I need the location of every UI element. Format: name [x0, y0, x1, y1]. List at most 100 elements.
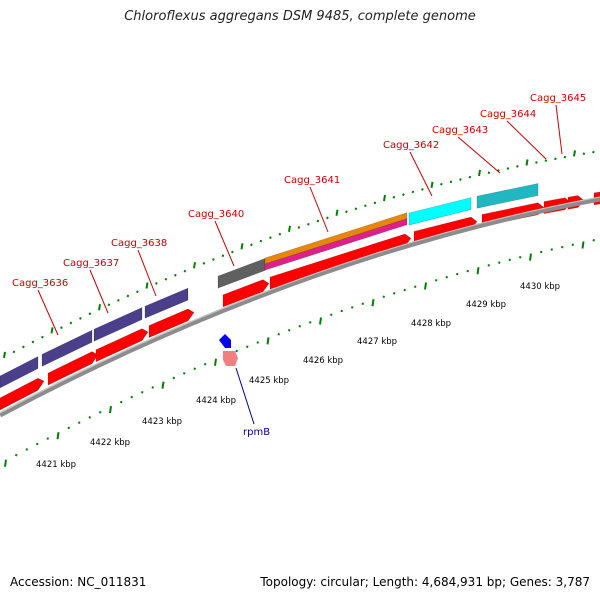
inner-tick — [445, 275, 448, 279]
cds-arrow[interactable] — [47, 351, 99, 386]
outer-tick — [278, 232, 282, 236]
forward-cds-ring[interactable] — [0, 191, 600, 411]
outer-tick — [354, 207, 358, 211]
cog-block[interactable] — [0, 355, 39, 389]
outer-tick — [98, 304, 101, 311]
genome-backbone — [0, 196, 600, 418]
outer-tick — [193, 262, 196, 269]
outer-tick — [383, 194, 386, 202]
kbp-label-layer: 4421 kbp 4422 kbp 4423 kbp 4424 kbp 4425 kbp… — [36, 282, 560, 470]
outer-tick — [41, 335, 44, 339]
outer-tick — [449, 180, 453, 184]
cog-block[interactable] — [93, 307, 143, 342]
inner-tick — [36, 442, 39, 446]
kbp-label: 4422 kbp — [90, 438, 130, 448]
outer-tick — [411, 190, 415, 194]
cds-arrow[interactable] — [269, 233, 412, 290]
gene-label[interactable]: Cagg_3641 — [284, 175, 340, 186]
outer-tick — [316, 219, 320, 223]
gene-label[interactable]: Cagg_3636 — [12, 278, 68, 289]
inner-tick — [183, 372, 186, 375]
kbp-label: 4429 kbp — [466, 300, 506, 310]
inner-tick — [266, 337, 270, 345]
inner-tick — [56, 432, 60, 440]
inner-tick — [330, 313, 333, 316]
rpmB-rna-marker[interactable] — [223, 351, 238, 366]
cog-block-magenta[interactable] — [264, 218, 408, 271]
outer-tick — [525, 159, 529, 166]
cog-block[interactable] — [217, 258, 266, 289]
rpmB-gene-arrow[interactable] — [219, 334, 231, 348]
inner-tick — [456, 272, 459, 276]
outer-tick — [3, 351, 6, 359]
outer-tick — [392, 195, 396, 199]
inner-tick — [487, 264, 490, 267]
map-title: Chloroflexus aggregans DSM 9485, complet… — [124, 9, 476, 24]
inner-tick — [351, 306, 354, 309]
inner-tick — [88, 416, 91, 419]
outer-tick — [183, 269, 187, 273]
inner-tick — [309, 321, 312, 324]
outer-tick — [364, 204, 367, 208]
inner-tick — [498, 261, 501, 264]
outer-tick — [221, 254, 225, 258]
inner-tick — [25, 448, 28, 451]
gene-label[interactable]: Cagg_3640 — [188, 209, 244, 220]
inner-tick — [529, 253, 532, 261]
gene-label[interactable]: Cagg_3638 — [111, 238, 167, 249]
cog-block[interactable] — [476, 183, 539, 209]
inner-tick — [393, 292, 396, 295]
outer-tick — [117, 299, 120, 302]
gene-label-connector — [309, 186, 329, 233]
genome-backbone-highlight — [0, 196, 600, 414]
kbp-label: 4428 kbp — [411, 319, 451, 329]
cog-block[interactable] — [41, 329, 93, 367]
inner-tick — [340, 309, 343, 313]
inner-tick — [15, 453, 18, 457]
inner-tick — [141, 391, 144, 394]
cog-block[interactable] — [144, 287, 189, 319]
outer-tick — [60, 326, 63, 329]
outer-tick — [326, 216, 329, 220]
outer-tick — [240, 243, 244, 250]
outer-tick — [31, 340, 35, 344]
inner-tick — [151, 386, 154, 389]
outer-tick — [136, 290, 139, 294]
gene-label-connector — [409, 151, 433, 197]
kbp-label: 4424 kbp — [196, 396, 236, 406]
inner-tick — [519, 255, 522, 259]
inner-tick — [476, 267, 480, 275]
inner-tick — [235, 349, 238, 353]
gene-label-layer: Cagg_3636 Cagg_3637 Cagg_3638 Cagg_3640 Cagg… — [12, 93, 586, 336]
outer-tick — [430, 181, 434, 188]
outer-tick — [516, 165, 519, 168]
inner-tick — [277, 333, 280, 336]
inner-tick — [298, 325, 301, 328]
outer-tick — [155, 281, 158, 285]
outer-tick — [563, 155, 567, 159]
gene-label[interactable]: Cagg_3642 — [383, 140, 439, 151]
inner-tick — [67, 426, 70, 430]
gene-label[interactable]: Cagg_3644 — [480, 109, 536, 120]
cds-arrow[interactable] — [95, 328, 149, 363]
gene-label[interactable]: Cagg_3645 — [530, 93, 586, 104]
outer-tick — [592, 150, 595, 154]
gene-label[interactable]: Cagg_3637 — [63, 258, 119, 269]
outer-tick — [107, 303, 111, 307]
outer-tick — [259, 239, 263, 243]
gene-label[interactable]: Cagg_3643 — [432, 125, 488, 136]
gene-label-connector — [555, 104, 563, 155]
cds-arrow[interactable] — [0, 377, 45, 411]
cog-block[interactable] — [408, 197, 472, 226]
kbp-label: 4423 kbp — [142, 417, 182, 427]
cds-arrow[interactable] — [148, 308, 195, 339]
inner-tick — [214, 358, 217, 366]
inner-tick — [561, 245, 564, 249]
inner-tick — [424, 282, 427, 290]
inner-tick — [4, 459, 7, 467]
rpmB-label[interactable]: rpmB — [243, 427, 270, 438]
inner-tick — [172, 376, 175, 380]
gene-label-connector — [37, 289, 59, 336]
cds-arrow[interactable] — [222, 279, 270, 308]
